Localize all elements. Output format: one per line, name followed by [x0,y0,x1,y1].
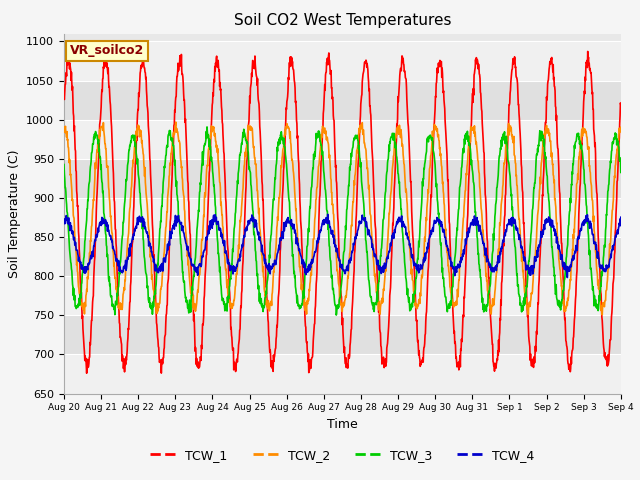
Bar [64,315,621,354]
Legend: TCW_1, TCW_2, TCW_3, TCW_4: TCW_1, TCW_2, TCW_3, TCW_4 [145,444,540,467]
Bar [64,276,621,315]
Y-axis label: Soil Temperature (C): Soil Temperature (C) [8,149,20,278]
Bar [64,354,621,394]
Bar [64,198,621,237]
Title: Soil CO2 West Temperatures: Soil CO2 West Temperatures [234,13,451,28]
Bar [64,81,621,120]
Bar [64,237,621,276]
Text: VR_soilco2: VR_soilco2 [70,44,144,58]
Bar [64,159,621,198]
X-axis label: Time: Time [327,418,358,431]
Bar [64,120,621,159]
Bar [64,41,621,81]
